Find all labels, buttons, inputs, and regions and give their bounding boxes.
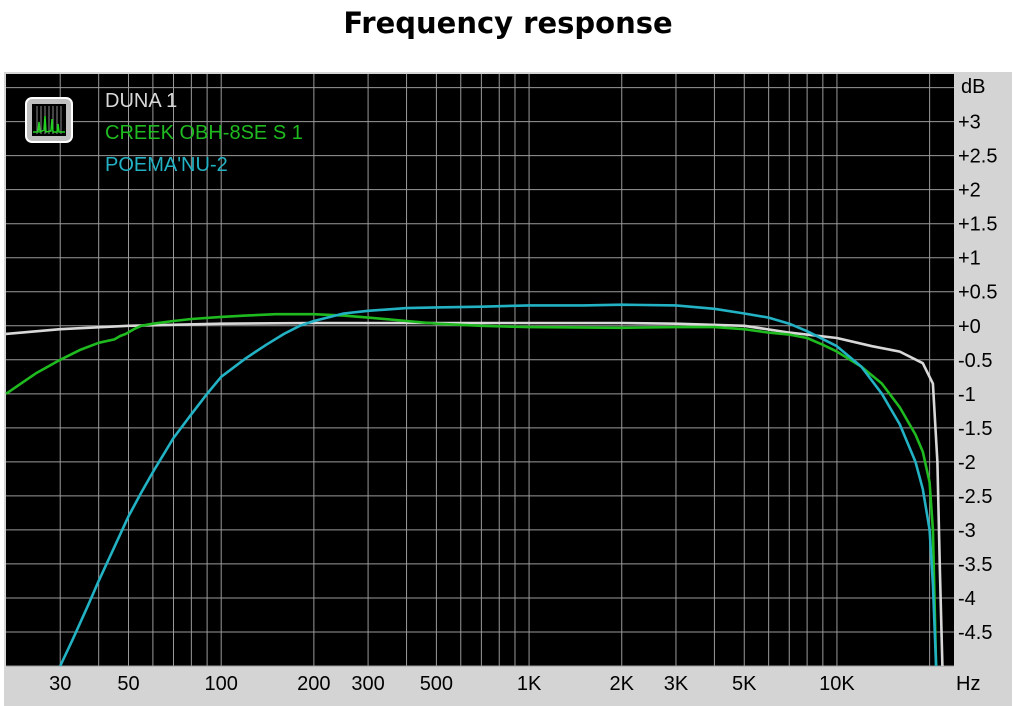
y-tick-label: +3 [958,112,981,134]
x-tick-label: 2K [610,673,635,695]
y-tick-label: -4.5 [958,622,992,644]
series-line-2 [5,312,938,667]
y-tick-label: +1 [958,248,981,270]
y-axis: +3 +2.5 +2 +1.5 +1 +0.5 +0 -0.5 -1 -1.5 -2 -2.5 -3 -3… [958,112,997,644]
analyzer-logo [25,97,73,143]
x-tick-label: 30 [49,673,71,695]
series-line-1 [5,321,944,667]
y-tick-label: -4 [958,588,976,610]
y-tick-label: +2 [958,180,981,202]
y-tick-label: +1.5 [958,214,997,236]
y-tick-label: +0 [958,316,981,338]
plot-background [6,74,954,666]
y-tick-label: -1 [958,384,976,406]
y-axis-label: dB [961,76,985,98]
y-tick-label: -2.5 [958,486,992,508]
x-axis-label: Hz [956,673,980,695]
x-tick-label: 200 [297,673,330,695]
series-layer [5,303,944,667]
x-tick-label: 300 [351,673,384,695]
x-axis: 30 50 100 200 300 500 1K 2K 3K 5K 10K [49,673,855,695]
x-tick-label: 5K [732,673,757,695]
x-tick-label: 3K [664,673,689,695]
chart-title: Frequency response [343,6,673,40]
chart-frame: DUNA 1 CREEK OBH-8SE S 1 POEMA'NU-2 +3 +2.5… [4,72,1012,706]
grid [6,74,954,667]
series-line-3 [59,303,938,667]
legend-entry-3: POEMA'NU-2 [105,154,228,176]
legend-entry-2: CREEK OBH-8SE S 1 [105,122,303,144]
x-tick-label: 50 [117,673,139,695]
y-tick-label: -3 [958,520,976,542]
legend-entry-1: DUNA 1 [105,90,177,112]
y-tick-label: -2 [958,452,976,474]
y-tick-label: +0.5 [958,282,997,304]
x-tick-label: 100 [205,673,238,695]
y-tick-label: +2.5 [958,146,997,168]
x-tick-label: 10K [819,673,855,695]
x-tick-label: 500 [420,673,453,695]
y-tick-label: -3.5 [958,554,992,576]
x-tick-label: 1K [517,673,542,695]
frequency-response-chart: DUNA 1 CREEK OBH-8SE S 1 POEMA'NU-2 +3 +2.5… [5,74,997,695]
y-tick-label: -0.5 [958,350,992,372]
legend: DUNA 1 CREEK OBH-8SE S 1 POEMA'NU-2 [25,90,303,176]
y-tick-label: -1.5 [958,418,992,440]
